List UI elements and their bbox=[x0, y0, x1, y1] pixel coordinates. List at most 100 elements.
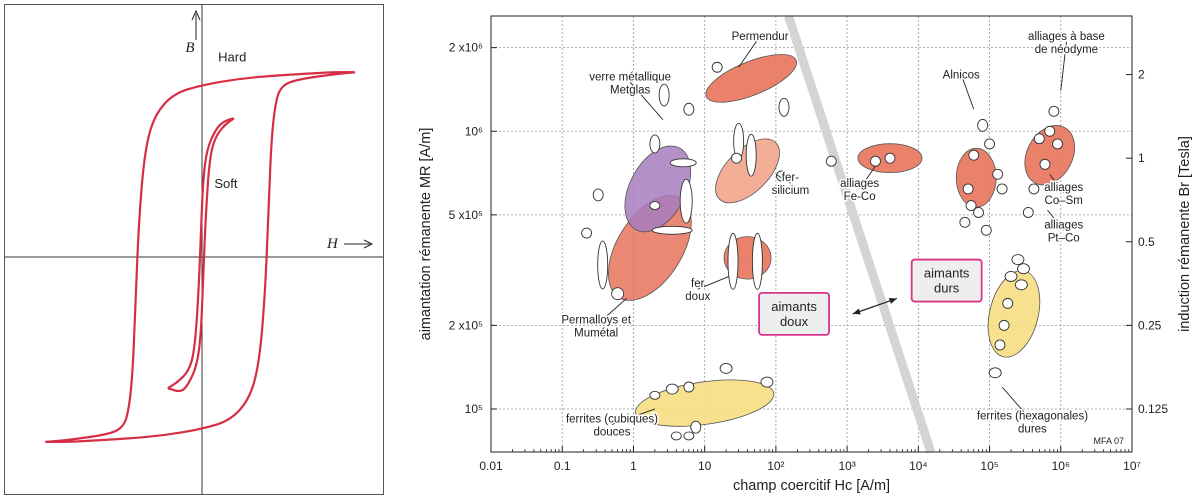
hysteresis-frame bbox=[4, 4, 384, 495]
data-point-5 bbox=[658, 83, 670, 107]
box-arrow-line bbox=[852, 297, 898, 315]
data-point-28 bbox=[965, 200, 977, 212]
y2-tick-label-1: 0.25 bbox=[1138, 318, 1162, 332]
x-tick-label-9: 10⁷ bbox=[1123, 459, 1141, 473]
region-label-11: alliages Pt–Co bbox=[1044, 219, 1083, 244]
data-point-36 bbox=[1039, 158, 1051, 170]
region-label-4: fer doux bbox=[685, 278, 710, 303]
data-point-10 bbox=[651, 225, 693, 235]
data-point-26 bbox=[962, 183, 974, 195]
data-point-37 bbox=[1028, 183, 1040, 195]
hysteresis-chart: B H Hard Soft bbox=[4, 4, 384, 495]
y-axis-title: aimantation rémanente MR [A/m] bbox=[418, 128, 434, 341]
x-tick-label-4: 10² bbox=[767, 459, 784, 473]
data-point-50 bbox=[760, 376, 774, 388]
x-tick-label-0: 0.01 bbox=[479, 459, 503, 473]
data-point-40 bbox=[1017, 263, 1030, 275]
label-leader-6 bbox=[960, 74, 975, 110]
label-leader-4 bbox=[697, 276, 730, 290]
box-arrow-head-left bbox=[852, 308, 861, 315]
label-leader-8 bbox=[611, 408, 656, 425]
y-tick-label-4: 2 x10⁶ bbox=[449, 41, 483, 55]
region-label-7: alliages à base de néodyme bbox=[1028, 31, 1105, 56]
y2-tick-label-3: 1 bbox=[1138, 151, 1145, 165]
data-point-14 bbox=[745, 133, 757, 177]
hysteresis-loop-hard bbox=[45, 71, 356, 443]
data-point-20 bbox=[870, 155, 881, 167]
data-point-15 bbox=[731, 152, 742, 164]
x-tick-label-5: 10³ bbox=[838, 459, 855, 473]
data-point-52 bbox=[690, 420, 702, 434]
data-point-34 bbox=[1048, 105, 1060, 117]
y2-tick-label-2: 0.5 bbox=[1138, 235, 1155, 249]
data-point-21 bbox=[884, 152, 896, 164]
data-point-8 bbox=[669, 158, 697, 168]
y2-tick-label-4: 2 bbox=[1138, 68, 1145, 82]
chart-credit: MFA 07 bbox=[1093, 436, 1124, 446]
data-point-47 bbox=[665, 383, 679, 395]
data-point-51 bbox=[649, 390, 661, 400]
label-leader-1 bbox=[629, 82, 664, 121]
region-label-10: alliages Co–Sm bbox=[1044, 182, 1083, 207]
label-leader-11 bbox=[1047, 209, 1065, 231]
data-point-32 bbox=[1033, 133, 1045, 145]
data-point-11 bbox=[711, 61, 723, 73]
magnet-box-label-1: aimants durs bbox=[924, 266, 970, 296]
data-point-19 bbox=[825, 155, 837, 167]
x-tick-label-7: 10⁵ bbox=[980, 459, 998, 473]
data-point-33 bbox=[1044, 125, 1056, 137]
data-point-12 bbox=[778, 97, 790, 117]
box-arrow-head-right bbox=[888, 297, 897, 304]
soft-hard-divider bbox=[784, 14, 936, 454]
plot-frame bbox=[490, 15, 1133, 453]
label-leader-7 bbox=[1060, 41, 1067, 91]
magnet-box-1 bbox=[910, 258, 983, 303]
data-point-31 bbox=[980, 224, 992, 236]
x-axis-title: champ coercitif Hc [A/m] bbox=[733, 478, 890, 494]
data-point-22 bbox=[977, 118, 989, 132]
region-label-9: ferrites (hexagonales) dures bbox=[977, 411, 1088, 436]
label-leader-5 bbox=[859, 165, 876, 190]
data-point-46 bbox=[988, 367, 1002, 379]
region-3 bbox=[705, 54, 797, 103]
label-leader-0 bbox=[595, 298, 627, 326]
data-point-39 bbox=[1011, 254, 1025, 266]
data-point-41 bbox=[1004, 271, 1018, 282]
h-axis-label: H bbox=[326, 236, 339, 252]
magnet-box-0 bbox=[758, 291, 830, 336]
data-point-27 bbox=[996, 183, 1008, 195]
data-point-25 bbox=[992, 168, 1004, 180]
magnet-box-label-0: aimants doux bbox=[771, 299, 817, 329]
y-tick-label-2: 5 x10⁵ bbox=[449, 208, 483, 222]
data-point-24 bbox=[968, 149, 980, 161]
label-leader-3 bbox=[738, 35, 761, 68]
data-point-18 bbox=[751, 232, 763, 290]
x-tick-label-8: 10⁶ bbox=[1052, 459, 1070, 473]
b-arrow-head bbox=[191, 9, 201, 21]
label-leader-9 bbox=[1001, 386, 1033, 422]
data-point-9 bbox=[679, 178, 693, 224]
data-point-48 bbox=[683, 381, 695, 393]
x-tick-label-6: 10⁴ bbox=[909, 459, 928, 473]
b-axis-label: B bbox=[185, 40, 194, 56]
data-point-45 bbox=[994, 339, 1006, 351]
magnetic-materials-chart: Permalloys et Mumétal verre métallique Metg… bbox=[418, 14, 1193, 494]
data-point-3 bbox=[611, 287, 625, 301]
label-leader-10 bbox=[1049, 174, 1065, 194]
region-label-2: fer-silicium bbox=[772, 172, 810, 197]
region-label-6: Alnicos bbox=[943, 70, 980, 82]
data-point-23 bbox=[984, 138, 996, 150]
hysteresis-loop-soft bbox=[167, 117, 235, 393]
x-tick-label-2: 1 bbox=[630, 459, 637, 473]
y2-tick-label-0: 0.125 bbox=[1138, 402, 1168, 416]
data-point-7 bbox=[683, 102, 695, 116]
data-point-44 bbox=[998, 319, 1010, 331]
label-leader-2 bbox=[775, 173, 791, 184]
data-point-54 bbox=[683, 431, 695, 441]
y2-axis-title: induction rémanente Br [Tesla] bbox=[1177, 136, 1193, 332]
y-tick-label-1: 2 x10⁵ bbox=[449, 318, 483, 332]
data-point-38 bbox=[1022, 207, 1034, 218]
y-tick-label-0: 10⁵ bbox=[465, 402, 483, 416]
region-label-5: alliages Fe-Co bbox=[840, 178, 879, 203]
